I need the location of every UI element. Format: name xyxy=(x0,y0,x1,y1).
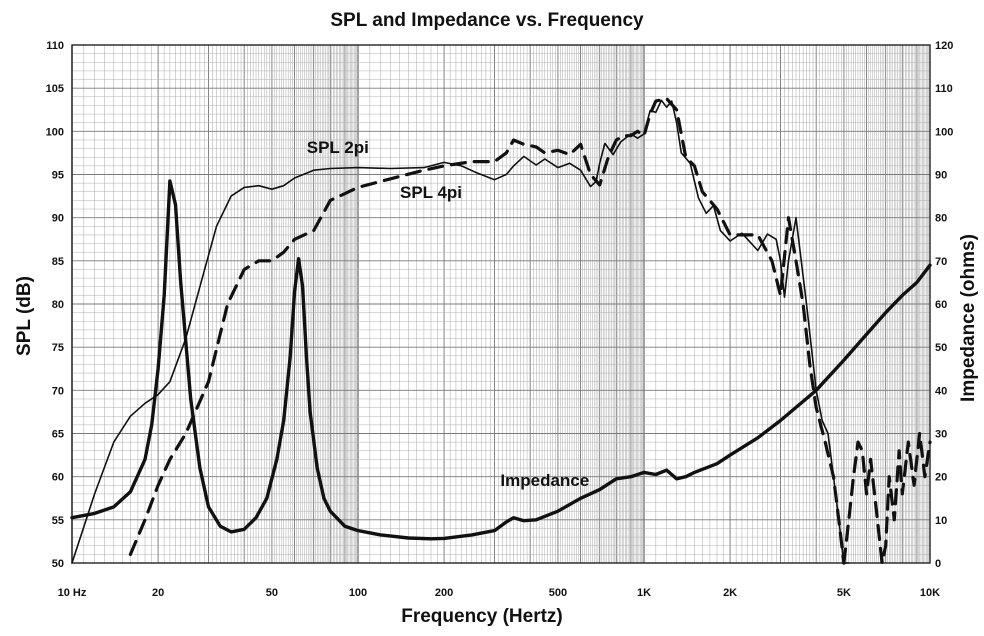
x-axis-ticks: 10 Hz 20 50 100 200 500 1K 2K 5K 10K xyxy=(58,587,941,599)
y-tick-label: 55 xyxy=(52,515,64,527)
y-axis-label: SPL (dB) xyxy=(14,276,35,356)
y2-tick-label: 70 xyxy=(935,256,947,268)
x-tick-label: 10 Hz xyxy=(58,587,87,599)
y-axis-ticks: 50 55 60 65 70 75 80 85 90 95 100 105 110 xyxy=(46,40,64,570)
y2-tick-label: 0 xyxy=(935,558,941,570)
grid xyxy=(71,44,931,564)
y2-tick-label: 20 xyxy=(935,472,947,484)
x-tick-label: 500 xyxy=(549,587,567,599)
x-tick-label: 200 xyxy=(435,587,453,599)
y2-tick-label: 30 xyxy=(935,429,947,441)
plot-frame xyxy=(71,44,931,564)
y2-axis-label: Impedance (ohms) xyxy=(958,234,979,402)
y2-tick-label: 40 xyxy=(935,385,947,397)
y2-axis-ticks: 0 10 20 30 40 50 60 70 80 90 100 110 120 xyxy=(935,40,953,570)
x-tick-label: 2K xyxy=(723,587,737,599)
x-tick-label: 5K xyxy=(837,587,851,599)
y2-tick-label: 90 xyxy=(935,170,947,182)
y-tick-label: 95 xyxy=(52,170,64,182)
y2-tick-label: 110 xyxy=(935,83,953,95)
series-group xyxy=(70,96,932,565)
series-label-spl-4pi: SPL 4pi xyxy=(400,183,462,202)
x-tick-label: 20 xyxy=(152,587,164,599)
chart-title: SPL and Impedance vs. Frequency xyxy=(330,10,644,31)
y2-tick-label: 100 xyxy=(935,126,953,138)
y-tick-label: 75 xyxy=(52,342,64,354)
y-tick-label: 105 xyxy=(46,83,64,95)
y2-tick-label: 120 xyxy=(935,40,953,52)
y-tick-label: 100 xyxy=(46,126,64,138)
y-tick-label: 65 xyxy=(52,429,64,441)
y2-tick-label: 60 xyxy=(935,299,947,311)
series-spl-2pi-line xyxy=(71,99,850,564)
series-label-spl-2pi: SPL 2pi xyxy=(307,138,369,157)
series-label-impedance: Impedance xyxy=(500,471,589,490)
y-tick-label: 90 xyxy=(52,213,64,225)
x-axis-label: Frequency (Hertz) xyxy=(401,606,563,627)
x-tick-label: 1K xyxy=(637,587,651,599)
series-impedance-line xyxy=(70,179,932,541)
annotations: SPL 2pi SPL 4pi Impedance xyxy=(307,138,589,490)
y2-tick-label: 50 xyxy=(935,342,947,354)
y-tick-label: 70 xyxy=(52,385,64,397)
y-tick-label: 110 xyxy=(46,40,64,52)
y-tick-label: 85 xyxy=(52,256,64,268)
series-spl-4pi-high-frequency-line xyxy=(842,431,932,565)
y2-tick-label: 80 xyxy=(935,213,947,225)
y-tick-label: 60 xyxy=(52,472,64,484)
x-tick-label: 50 xyxy=(266,587,278,599)
x-tick-label: 100 xyxy=(349,587,367,599)
y2-tick-label: 10 xyxy=(935,515,947,527)
y-tick-label: 80 xyxy=(52,299,64,311)
series-spl-4pi-line xyxy=(128,96,846,565)
x-tick-label: 10K xyxy=(920,587,940,599)
y-tick-label: 50 xyxy=(52,558,64,570)
